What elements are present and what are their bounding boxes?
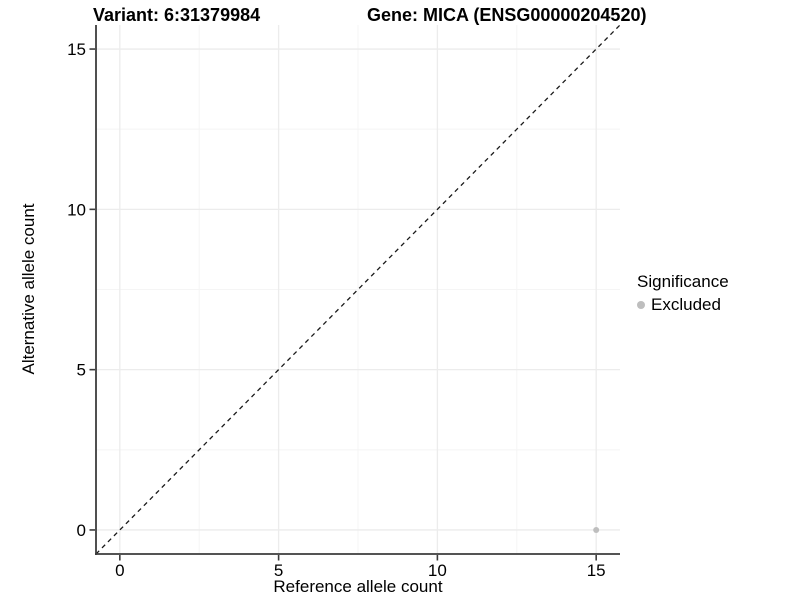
- legend-item-excluded: Excluded: [637, 294, 729, 315]
- x-tick-label: 10: [428, 561, 447, 580]
- x-tick-label: 0: [115, 561, 124, 580]
- data-point: [593, 526, 600, 533]
- x-axis-title: Reference allele count: [273, 577, 443, 596]
- variant-title: Variant: 6:31379984: [93, 5, 261, 25]
- y-tick-label: 0: [77, 521, 86, 540]
- legend-point-icon: [637, 300, 645, 309]
- legend-item-label: Excluded: [651, 295, 721, 314]
- gene-title: Gene: MICA (ENSG00000204520): [367, 5, 647, 25]
- y-tick-label: 5: [77, 361, 86, 380]
- y-axis-title: Alternative allele count: [19, 203, 38, 375]
- y-tick-label: 15: [67, 40, 86, 59]
- x-tick-label: 5: [274, 561, 283, 580]
- y-tick-label: 10: [67, 200, 86, 219]
- x-tick-label: 15: [587, 561, 606, 580]
- legend: Significance Excluded: [637, 271, 729, 315]
- legend-title: Significance: [637, 272, 729, 291]
